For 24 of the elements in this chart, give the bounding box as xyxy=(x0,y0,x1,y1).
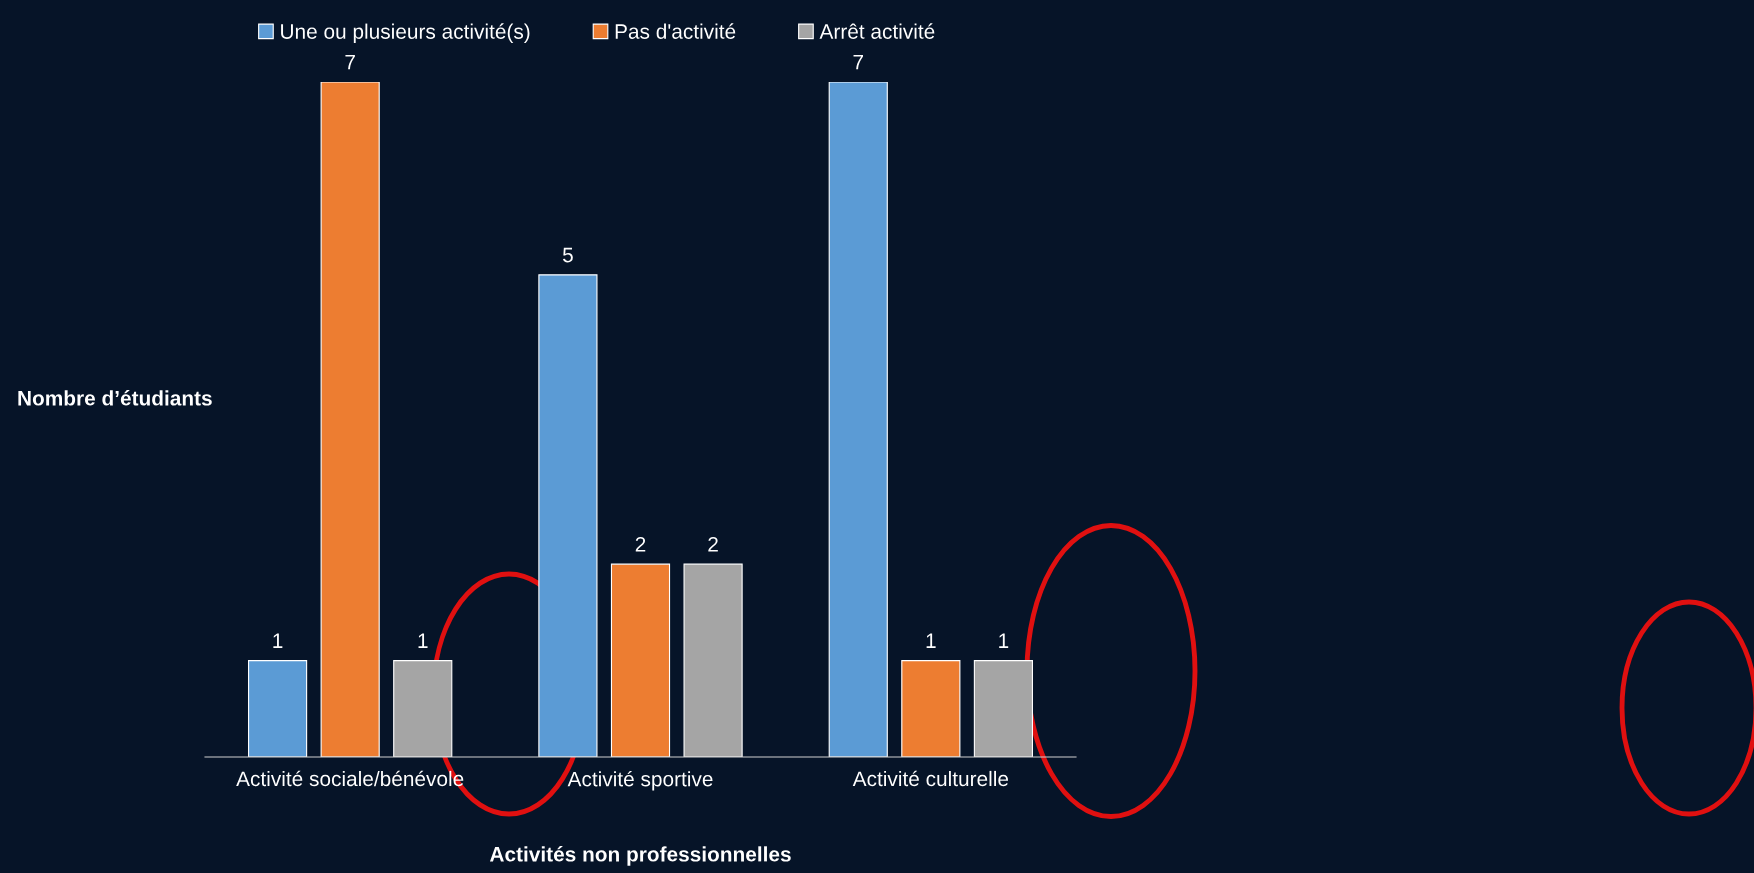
x-tick-label: Activité culturelle xyxy=(852,770,1009,787)
data-label: 1 xyxy=(273,633,283,648)
bar xyxy=(320,82,380,757)
bar xyxy=(393,660,453,757)
bar xyxy=(683,563,743,757)
data-label: 5 xyxy=(562,247,573,263)
bar xyxy=(901,660,961,757)
data-label: 1 xyxy=(999,633,1009,648)
bar xyxy=(973,660,1034,757)
data-label: 7 xyxy=(853,55,863,70)
data-label: 2 xyxy=(635,536,646,552)
data-label: 1 xyxy=(418,633,428,648)
x-axis-title: Activités non professionnelles xyxy=(489,846,791,866)
legend-label: Pas d'activité xyxy=(615,23,736,39)
data-label: 7 xyxy=(345,55,355,70)
bar xyxy=(828,82,888,757)
legend-label: Une ou plusieurs activité(s) xyxy=(281,23,530,43)
data-label: 2 xyxy=(708,536,718,552)
x-tick-label: Activité sportive xyxy=(567,770,713,791)
bar xyxy=(247,660,308,757)
legend-label: Arrêt activité xyxy=(819,23,935,39)
data-label: 1 xyxy=(926,633,936,648)
y-axis-title: Nombre d’étudiants xyxy=(18,390,212,406)
bar xyxy=(610,563,671,757)
